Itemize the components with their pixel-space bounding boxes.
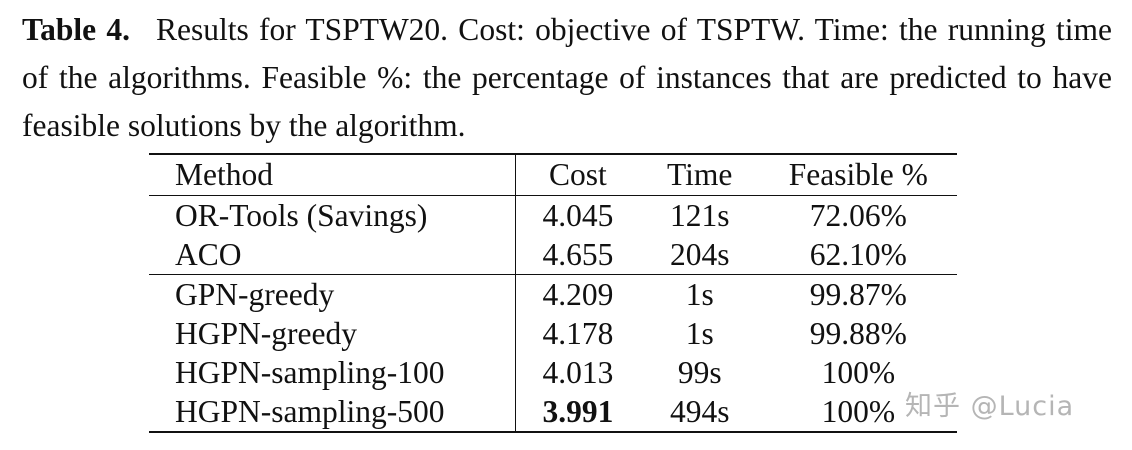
header-cost: Cost — [549, 157, 607, 192]
header-method: Method — [149, 154, 516, 196]
time-cell: 1s — [685, 277, 714, 312]
feasible-cell: 100% — [821, 394, 896, 429]
best-cost-cell: 3.991 — [542, 394, 614, 429]
time-cell: 99s — [677, 355, 722, 390]
feasible-cell: 99.88% — [809, 316, 907, 351]
table-row: HGPN-greedy 4.178 1s 99.88% — [149, 314, 957, 353]
caption-text: Results for TSPTW20. Cost: objective of … — [22, 12, 1112, 143]
table-row: HGPN-sampling-100 4.013 99s 100% — [149, 353, 957, 392]
method-cell: GPN-greedy — [149, 274, 516, 314]
header-time: Time — [667, 157, 733, 192]
header-row: Method Cost Time Feasible % — [149, 154, 957, 196]
cost-cell: 4.209 — [542, 277, 614, 312]
time-cell: 204s — [669, 237, 730, 272]
time-cell: 1s — [685, 316, 714, 351]
header-feasible: Feasible % — [788, 157, 928, 192]
feasible-cell: 99.87% — [809, 277, 907, 312]
table-row: ACO 4.655 204s 62.10% — [149, 235, 957, 275]
cost-cell: 4.655 — [542, 237, 614, 272]
method-cell: HGPN-sampling-100 — [149, 353, 516, 392]
table-row: HGPN-sampling-500 3.991 494s 100% — [149, 392, 957, 432]
baseline-group: OR-Tools (Savings) 4.045 121s 72.06% ACO… — [149, 195, 957, 275]
feasible-cell: 72.06% — [809, 198, 907, 233]
method-cell: HGPN-greedy — [149, 314, 516, 353]
proposed-group: GPN-greedy 4.209 1s 99.87% HGPN-greedy 4… — [149, 274, 957, 432]
results-table: Method Cost Time Feasible % OR-Tools (Sa… — [149, 153, 957, 433]
cost-cell: 4.178 — [542, 316, 614, 351]
table-row: OR-Tools (Savings) 4.045 121s 72.06% — [149, 195, 957, 235]
method-cell: HGPN-sampling-500 — [149, 392, 516, 432]
table-caption: Table 4. Results for TSPTW20. Cost: objec… — [22, 6, 1112, 150]
time-cell: 494s — [669, 394, 730, 429]
watermark: 知乎 @Lucia — [905, 391, 1075, 422]
feasible-cell: 62.10% — [809, 237, 907, 272]
cost-cell: 4.013 — [542, 355, 614, 390]
table-row: GPN-greedy 4.209 1s 99.87% — [149, 274, 957, 314]
time-cell: 121s — [669, 198, 730, 233]
method-cell: OR-Tools (Savings) — [149, 195, 516, 235]
caption-label: Table 4. — [22, 12, 130, 47]
cost-cell: 4.045 — [542, 198, 614, 233]
feasible-cell: 100% — [821, 355, 896, 390]
method-cell: ACO — [149, 235, 516, 275]
